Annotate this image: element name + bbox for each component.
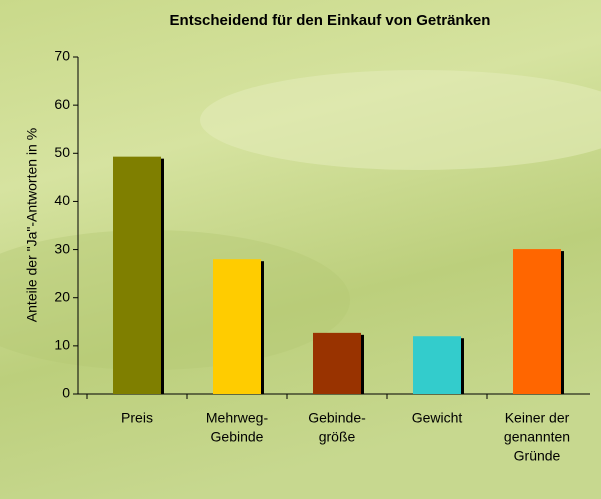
chart: Entscheidend für den Einkauf von Getränk… — [0, 0, 601, 499]
x-tick-label: Gewicht — [412, 410, 463, 426]
y-tick-label: 50 — [54, 144, 70, 160]
y-tick-label: 10 — [54, 337, 70, 353]
chart-title: Entscheidend für den Einkauf von Getränk… — [170, 12, 491, 29]
bar — [213, 259, 261, 394]
x-tick-label: Gebinde- — [308, 410, 366, 426]
x-tick-label: Preis — [121, 410, 153, 426]
y-tick-label: 70 — [54, 48, 70, 64]
x-tick-label: genannten — [504, 429, 570, 445]
bar — [113, 157, 161, 394]
x-tick-label: Keiner der — [505, 410, 570, 426]
y-tick-label: 30 — [54, 240, 70, 256]
y-tick-label: 0 — [62, 385, 70, 401]
page: {"chart_data": {"type": "bar", "title": … — [0, 0, 601, 499]
y-tick-label: 40 — [54, 192, 70, 208]
y-tick-label: 20 — [54, 288, 70, 304]
x-tick-label: Gebinde — [211, 429, 264, 445]
y-axis-label: Anteile der "Ja"-Antworten in % — [24, 128, 40, 322]
x-tick-label: größe — [319, 429, 356, 445]
bar — [313, 333, 361, 394]
x-tick-label: Gründe — [514, 448, 561, 464]
bar — [513, 249, 561, 394]
bar — [413, 336, 461, 394]
y-tick-label: 60 — [54, 96, 70, 112]
x-tick-label: Mehrweg- — [206, 410, 269, 426]
